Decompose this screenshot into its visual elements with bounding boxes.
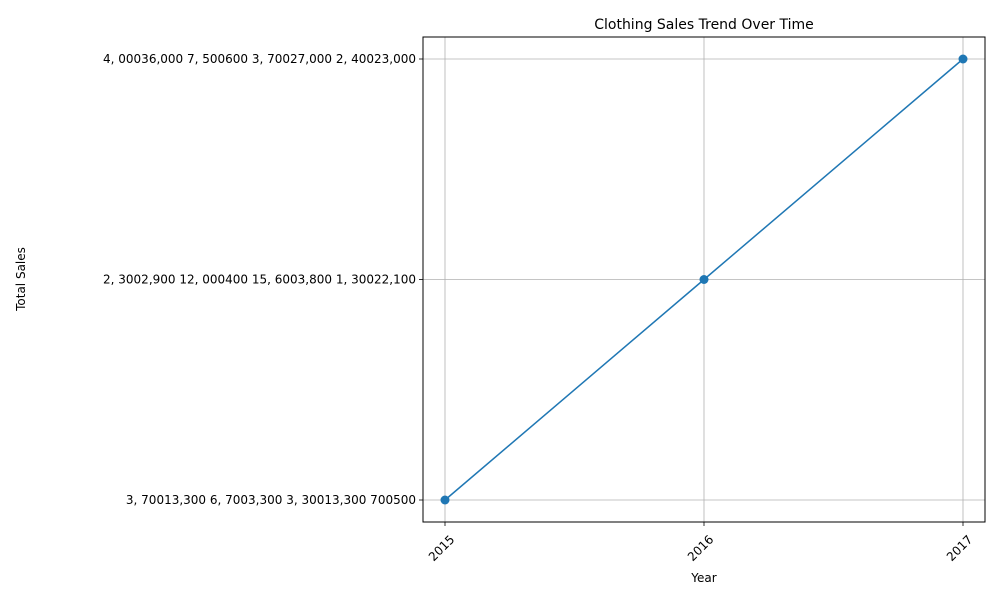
x-tick-label: 2017	[944, 532, 975, 563]
y-tick-label: 3, 70013,300 6, 7003,300 3, 30013,300 70…	[126, 493, 416, 507]
y-axis-label: Total Sales	[14, 247, 28, 312]
y-tick-label: 4, 00036,000 7, 500600 3, 70027,000 2, 4…	[103, 52, 416, 66]
x-tick-label: 2015	[426, 532, 457, 563]
x-axis-label: Year	[690, 571, 716, 585]
data-point-marker	[699, 275, 709, 284]
data-points	[440, 54, 968, 505]
data-point-marker	[440, 495, 450, 505]
chart-title: Clothing Sales Trend Over Time	[594, 17, 814, 33]
x-tick-label: 2016	[685, 532, 716, 563]
y-tick-label: 2, 3002,900 12, 000400 15, 6003,800 1, 3…	[103, 273, 416, 287]
data-point-marker	[958, 54, 968, 64]
y-axis-ticks: 3, 70013,300 6, 7003,300 3, 30013,300 70…	[103, 52, 423, 507]
x-axis-ticks: 2015 2016 2017	[426, 522, 975, 564]
